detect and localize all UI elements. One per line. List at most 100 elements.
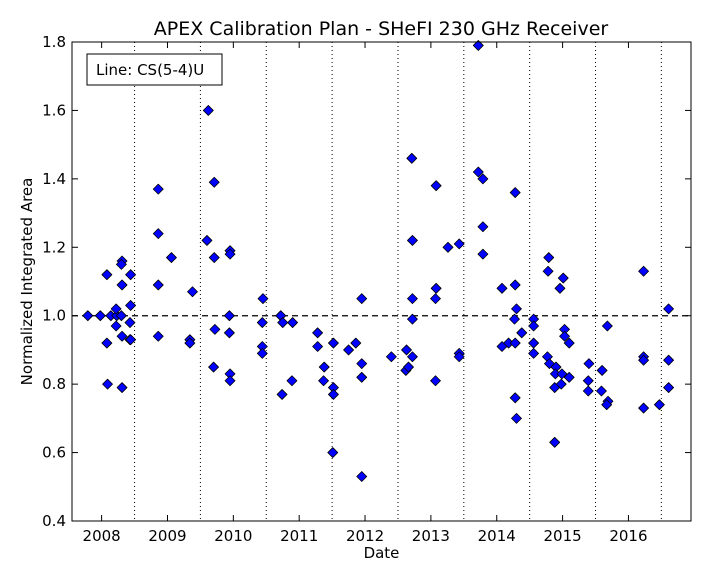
data-point: [509, 187, 521, 198]
data-point: [528, 347, 540, 359]
y-tick-label: 1.6: [42, 101, 66, 119]
data-point: [286, 375, 298, 387]
data-point: [208, 176, 220, 188]
data-point: [407, 293, 418, 305]
data-point: [208, 361, 219, 373]
legend-box: [86, 53, 223, 86]
data-point: [102, 378, 113, 390]
data-point: [477, 221, 489, 233]
data-point: [184, 337, 196, 349]
data-point: [596, 365, 608, 376]
data-point: [582, 385, 594, 397]
data-point: [511, 303, 522, 315]
data-point: [356, 358, 368, 370]
data-point: [223, 310, 235, 322]
x-tick-label: 2016: [609, 527, 647, 545]
data-point: [453, 238, 465, 250]
data-point: [543, 252, 555, 263]
data-point: [256, 347, 268, 359]
data-point: [472, 166, 484, 178]
data-point: [601, 320, 613, 332]
data-point: [430, 282, 442, 294]
legend-text: Line: CS(5-4)U: [96, 61, 204, 79]
data-point: [542, 265, 554, 277]
y-tick-label: 1.8: [42, 33, 66, 51]
data-point: [187, 286, 198, 298]
y-tick-label: 0.4: [42, 512, 66, 530]
y-tick-label: 1.2: [42, 238, 66, 256]
data-point: [356, 293, 368, 305]
data-point: [472, 40, 484, 51]
data-point: [328, 389, 339, 400]
data-point: [94, 310, 106, 322]
data-point: [224, 248, 236, 260]
chart-title: APEX Calibration Plan - SHeFI 230 GHz Re…: [154, 18, 609, 40]
data-point: [430, 293, 441, 305]
data-point: [166, 252, 177, 263]
data-point: [556, 368, 568, 380]
data-point: [554, 282, 566, 294]
data-point: [385, 351, 397, 363]
data-point: [528, 320, 540, 332]
x-tick-label: 2015: [543, 527, 581, 545]
x-tick-label: 2009: [148, 527, 186, 545]
data-point: [201, 235, 213, 246]
y-tick-label: 1.4: [42, 170, 66, 188]
data-points-layer: [82, 40, 675, 482]
x-tick-label: 2012: [346, 527, 384, 545]
data-point: [110, 303, 122, 315]
data-point: [442, 241, 454, 253]
data-point: [509, 279, 521, 291]
data-point: [208, 252, 220, 263]
data-point: [430, 375, 441, 387]
x-axis-label: Date: [364, 544, 400, 562]
data-point: [663, 354, 675, 366]
data-point: [101, 269, 113, 281]
data-point: [277, 317, 289, 328]
data-point: [115, 258, 127, 270]
data-point: [82, 310, 94, 322]
data-point: [516, 327, 528, 339]
data-point: [407, 313, 418, 325]
data-point: [125, 269, 137, 281]
data-point: [202, 105, 214, 116]
data-point: [312, 327, 324, 339]
data-point: [328, 337, 339, 349]
data-point: [638, 402, 649, 414]
x-tick-label: 2013: [412, 527, 450, 545]
data-point: [403, 361, 414, 373]
data-point: [559, 330, 570, 342]
data-point: [110, 320, 122, 332]
data-point: [224, 375, 236, 387]
data-point: [343, 344, 354, 356]
data-point: [509, 337, 521, 349]
data-point: [256, 317, 268, 328]
ticks-layer: 0.4 0.6 0.8 1.0 1.2 1.4 1.6 1.8 2008 2009 2010 2011…: [42, 33, 691, 545]
data-point: [209, 323, 221, 335]
data-point: [101, 337, 113, 349]
data-point: [125, 300, 137, 311]
data-point: [115, 310, 127, 322]
data-point: [152, 183, 164, 195]
data-point: [653, 399, 665, 411]
data-point: [152, 279, 164, 291]
data-point: [287, 317, 299, 328]
data-point: [125, 334, 137, 346]
data-point: [124, 317, 136, 328]
data-point: [638, 354, 649, 366]
data-point: [496, 282, 508, 294]
data-point: [477, 248, 489, 260]
y-tick-label: 1.0: [42, 307, 66, 325]
data-point: [401, 344, 412, 356]
plot-frame: [71, 41, 692, 522]
data-point: [563, 371, 575, 383]
data-point: [549, 436, 561, 448]
x-tick-label: 2008: [83, 527, 121, 545]
data-point: [318, 375, 329, 387]
data-point: [406, 152, 418, 164]
data-point: [511, 412, 522, 424]
data-point: [350, 337, 362, 349]
y-tick-label: 0.6: [42, 444, 66, 462]
x-tick-label: 2011: [280, 527, 318, 545]
